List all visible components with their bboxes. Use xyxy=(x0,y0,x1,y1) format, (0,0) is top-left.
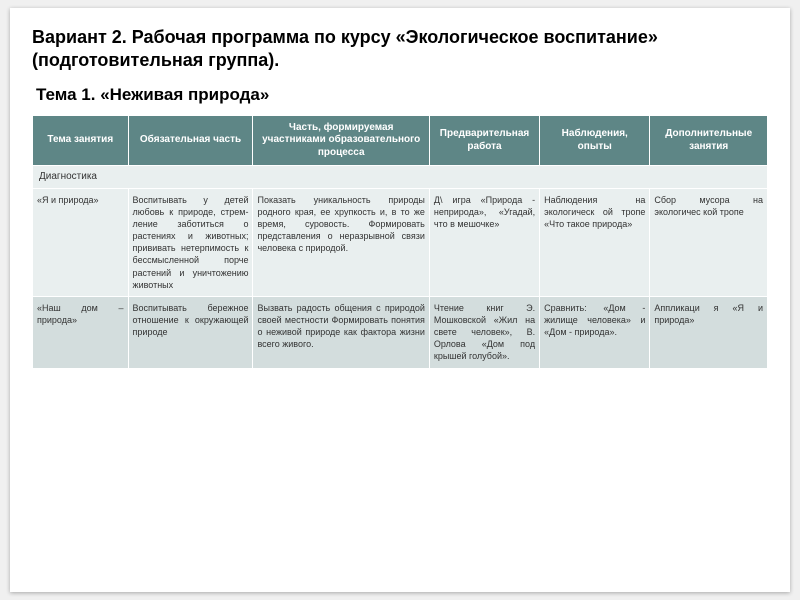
cell-topic: «Наш дом – природа» xyxy=(33,296,129,368)
header-formed: Часть, формируемая участниками образоват… xyxy=(253,115,429,166)
cell-formed: Вызвать радость общения с природой своей… xyxy=(253,296,429,368)
header-mandatory: Обязательная часть xyxy=(128,115,253,166)
diagnostics-row: Диагностика xyxy=(33,166,768,189)
cell-mandatory: Воспитывать у детей любовь к природе, ст… xyxy=(128,188,253,296)
cell-additional: Аппликаци я «Я и природа» xyxy=(650,296,768,368)
table-row: «Я и природа» Воспитывать у детей любовь… xyxy=(33,188,768,296)
cell-additional: Сбор мусора на экологичес кой тропе xyxy=(650,188,768,296)
cell-topic: «Я и природа» xyxy=(33,188,129,296)
cell-observations: Сравнить: «Дом - жилище человека» и «Дом… xyxy=(540,296,650,368)
table-header-row: Тема занятия Обязательная часть Часть, ф… xyxy=(33,115,768,166)
header-preliminary: Предварительная работа xyxy=(429,115,539,166)
header-observations: Наблюдения, опыты xyxy=(540,115,650,166)
cell-preliminary: Д\ игра «Природа - неприрода», «Угадай, … xyxy=(429,188,539,296)
cell-formed: Показать уникальность природы родного кр… xyxy=(253,188,429,296)
page-title: Вариант 2. Рабочая программа по курсу «Э… xyxy=(32,26,768,73)
cell-mandatory: Воспитывать бе­режное отношение к окружа… xyxy=(128,296,253,368)
page-subtitle: Тема 1. «Неживая природа» xyxy=(36,85,768,105)
curriculum-table: Тема занятия Обязательная часть Часть, ф… xyxy=(32,115,768,369)
header-additional: Дополнительные занятия xyxy=(650,115,768,166)
header-topic: Тема занятия xyxy=(33,115,129,166)
cell-preliminary: Чтение книг Э. Мошковской «Жил на свете … xyxy=(429,296,539,368)
cell-observations: Наблюдения на экологическ ой тропе «Что … xyxy=(540,188,650,296)
document-page: Вариант 2. Рабочая программа по курсу «Э… xyxy=(10,8,790,592)
table-row: «Наш дом – природа» Воспитывать бе­режно… xyxy=(33,296,768,368)
diagnostics-cell: Диагностика xyxy=(33,166,768,189)
